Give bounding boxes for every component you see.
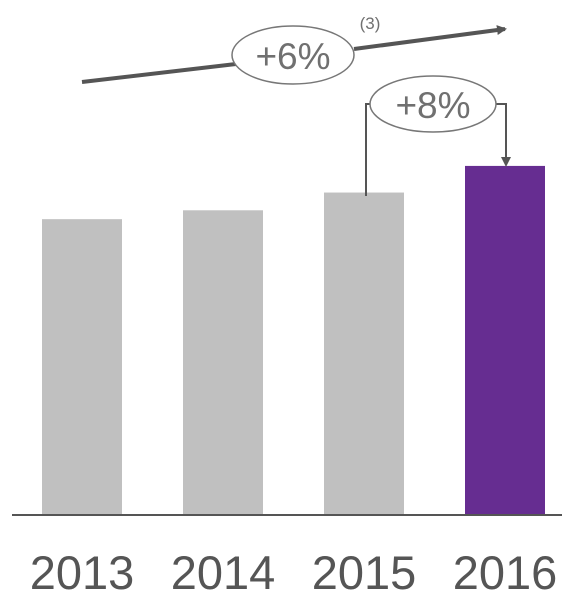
x-tick-labels: 2013 2014 2015 2016 — [30, 546, 558, 594]
yoy-label: +8% — [395, 85, 470, 126]
trend-footnote: (3) — [360, 14, 381, 33]
bar-2016 — [465, 165, 545, 515]
bar-2014 — [183, 210, 263, 515]
x-tick-label-2015: 2015 — [312, 546, 417, 594]
x-tick-label-2013: 2013 — [30, 546, 135, 594]
x-tick-label-2016: 2016 — [453, 546, 558, 594]
bar-2013 — [42, 219, 122, 515]
trend-oval — [231, 25, 355, 85]
yoy-oval — [369, 75, 497, 133]
trend-label: +6% — [255, 36, 330, 77]
trend-arrow-line — [81, 62, 237, 84]
bar-2015 — [324, 192, 404, 515]
bars-group — [42, 165, 545, 515]
trend-arrow — [353, 25, 507, 51]
x-tick-label-2014: 2014 — [171, 546, 276, 594]
yoy-annotation: +8% — [365, 75, 511, 196]
trend-annotation: +6% (3) — [81, 14, 507, 85]
